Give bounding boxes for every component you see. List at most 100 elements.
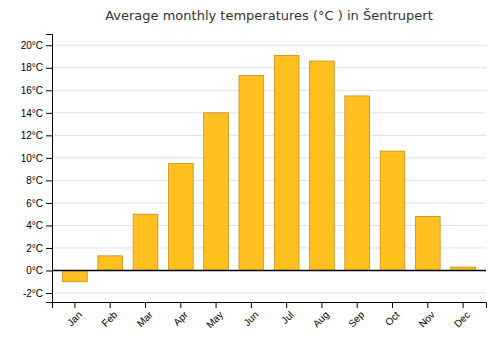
tick-label: Jan [65,309,84,328]
bar [204,113,229,271]
y-tick: 20°C [21,40,52,51]
tick-mark [392,302,393,308]
bar [239,76,264,271]
tick-mark [145,302,146,308]
y-tick: 6°C [26,198,52,209]
tick-mark [46,135,52,136]
tick-label: 8°C [26,175,43,186]
axis-line [46,35,53,303]
tick-label: Aug [311,309,331,329]
y-tick: 18°C [21,62,52,73]
x-tick: Jan [65,302,84,328]
x-tick: Jul [279,302,296,326]
grid-line [52,270,486,271]
tick-label: 0°C [26,265,43,276]
tick-label: Mar [135,309,155,329]
x-tick: Sep [346,302,367,329]
y-tick: 2°C [26,243,52,254]
tick-label: Oct [383,309,402,328]
bar [63,270,88,281]
tick-mark [46,90,52,91]
y-tick: 12°C [21,130,52,141]
tick-label: 16°C [21,85,43,96]
y-tick: 16°C [21,85,52,96]
tick-mark [46,158,52,159]
tick-mark [46,68,52,69]
tick-mark [46,113,52,114]
y-tick: 14°C [21,108,52,119]
bar [310,61,335,270]
tick-label: Sep [346,309,367,330]
x-tick: Aug [311,302,331,329]
grid-line [52,292,486,293]
y-tick: -2°C [23,288,52,299]
tick-mark [357,302,358,308]
x-tick: May [204,302,225,330]
tick-label: Apr [171,309,190,328]
tick-mark [321,302,322,308]
tick-mark [180,302,181,308]
bar [345,96,370,271]
tick-mark [251,302,252,308]
x-tick: Oct [383,302,402,328]
tick-label: Nov [417,309,437,329]
grid-line [52,157,486,158]
grid-line [52,202,486,203]
tick-label: 20°C [21,40,43,51]
x-tick: Mar [135,302,155,329]
bar [274,55,299,270]
tick-label: 14°C [21,108,43,119]
x-tick: Dec [452,302,472,329]
grid-line [52,45,486,46]
tick-mark [46,293,52,294]
y-tick: 10°C [21,153,52,164]
bar [380,151,405,270]
x-tick: Feb [99,302,119,329]
x-tick: Jun [241,302,260,328]
tick-mark [216,302,217,308]
zero-line [52,270,486,272]
x-tick: Nov [417,302,437,329]
y-tick: 4°C [26,220,52,231]
bar [415,216,440,270]
tick-mark [110,302,111,308]
tick-label: Jun [241,309,260,328]
grid-line [52,90,486,91]
plot: -2°C 0°C 2°C 4°C 6°C 8°C 10°C 12°C 14°C 16°C 18°C 2… [21,35,487,331]
tick-mark [46,203,52,204]
grid-line [52,180,486,181]
grid-line [52,112,486,113]
bar [133,214,158,270]
grid [52,45,486,293]
tick-mark [463,302,464,308]
grid-line [52,135,486,136]
tick-label: 4°C [26,220,43,231]
tick-mark [46,45,52,46]
y-tick: 8°C [26,175,52,186]
tick-label: -2°C [23,288,43,299]
tick-mark [46,180,52,181]
tick-label: Jul [279,309,296,326]
tick-label: 6°C [26,198,43,209]
bars [63,55,476,281]
chart: -2°C 0°C 2°C 4°C 6°C 8°C 10°C 12°C 14°C 16°C 18°C 2… [0,0,500,350]
tick-mark [46,270,52,271]
tick-label: 2°C [26,243,43,254]
title: Average monthly temperatures (°C ) in Še… [105,8,433,23]
x-tick: Apr [171,302,190,328]
tick-mark [46,248,52,249]
grid-line [52,67,486,68]
y-tick: 0°C [26,265,52,276]
tick-label: Feb [99,309,119,329]
tick-label: 18°C [21,62,43,73]
bar [98,256,123,271]
tick-mark [286,302,287,308]
y-axis: -2°C 0°C 2°C 4°C 6°C 8°C 10°C 12°C 14°C 16°C 18°C 2… [21,35,53,303]
bar [168,163,193,270]
tick-label: Dec [452,309,472,329]
tick-mark [427,302,428,308]
x-axis: Jan Feb Mar Apr May Jun Jul Aug Sep Oct Nov Dec [53,302,487,330]
tick-label: May [204,309,225,330]
tick-label: 10°C [21,153,43,164]
tick-mark [74,302,75,308]
